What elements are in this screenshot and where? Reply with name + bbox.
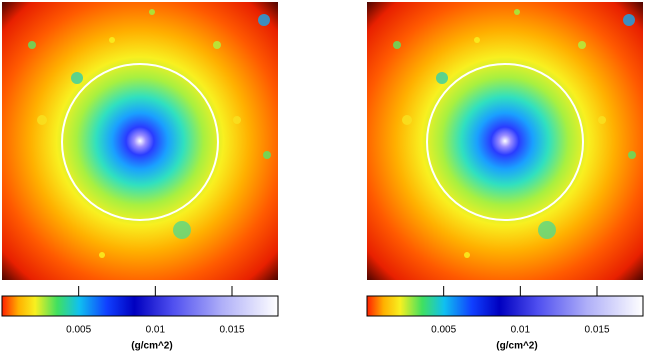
substructure xyxy=(598,116,606,124)
substructure xyxy=(402,115,412,125)
tick-label: 0.015 xyxy=(584,325,609,336)
substructure xyxy=(538,221,556,239)
substructure xyxy=(436,72,448,84)
substructure xyxy=(233,116,241,124)
substructure xyxy=(474,37,480,43)
substructure xyxy=(109,37,115,43)
substructure xyxy=(37,115,47,125)
density-map xyxy=(2,2,278,280)
colorbar xyxy=(366,295,644,317)
tick-label: 0.005 xyxy=(431,325,456,336)
radius-circle xyxy=(61,63,219,221)
radius-circle xyxy=(426,63,584,221)
substructure xyxy=(628,151,636,159)
colorbar-label: (g/cm^2) xyxy=(131,341,172,352)
substructure xyxy=(514,9,520,15)
tick-label: 0.015 xyxy=(219,325,244,336)
substructure xyxy=(149,9,155,15)
substructure xyxy=(263,151,271,159)
density-map xyxy=(367,2,643,280)
substructure xyxy=(71,72,83,84)
colorbar xyxy=(1,295,279,317)
substructure xyxy=(464,252,470,258)
substructure xyxy=(623,14,635,26)
tick-label: 0.01 xyxy=(146,325,166,336)
substructure xyxy=(28,41,36,49)
tick-label: 0.005 xyxy=(66,325,91,336)
substructure xyxy=(173,221,191,239)
substructure xyxy=(213,41,221,49)
substructure xyxy=(578,41,586,49)
substructure xyxy=(258,14,270,26)
substructure xyxy=(393,41,401,49)
colorbar-label: (g/cm^2) xyxy=(496,341,537,352)
substructure xyxy=(99,252,105,258)
tick-label: 0.01 xyxy=(511,325,531,336)
